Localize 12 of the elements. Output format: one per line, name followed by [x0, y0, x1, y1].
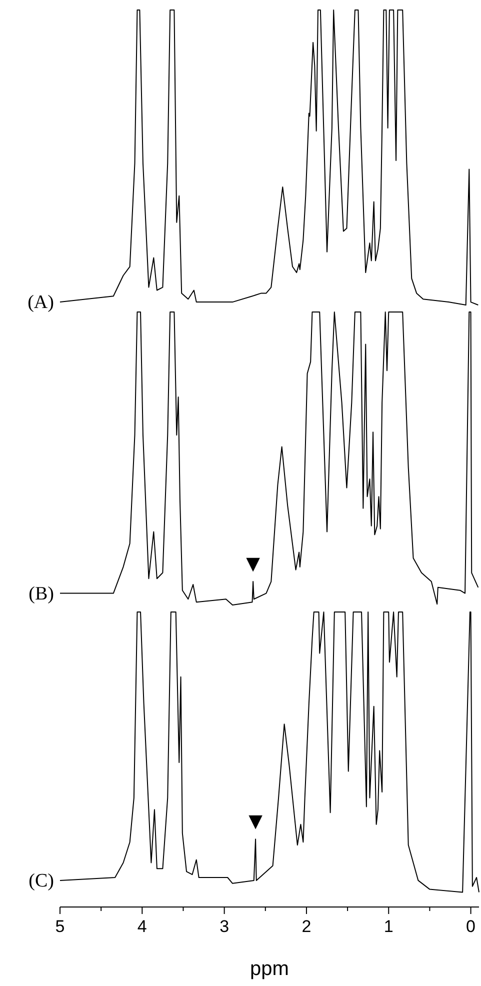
annotation: ▼: [248, 811, 263, 832]
x-tick-label: 1: [384, 917, 394, 936]
x-tick-label: 0: [466, 917, 476, 936]
x-tick-label: 4: [137, 917, 147, 936]
x-tick-label: 2: [302, 917, 312, 936]
x-tick-label: 5: [55, 917, 65, 936]
x-axis-title: ppm: [250, 958, 289, 980]
x-tick-label: 3: [220, 917, 230, 936]
series-label: (C): [28, 870, 54, 892]
annotation: ▼: [246, 554, 260, 575]
series-label: (B): [28, 583, 54, 604]
series-label: (A): [28, 292, 54, 314]
